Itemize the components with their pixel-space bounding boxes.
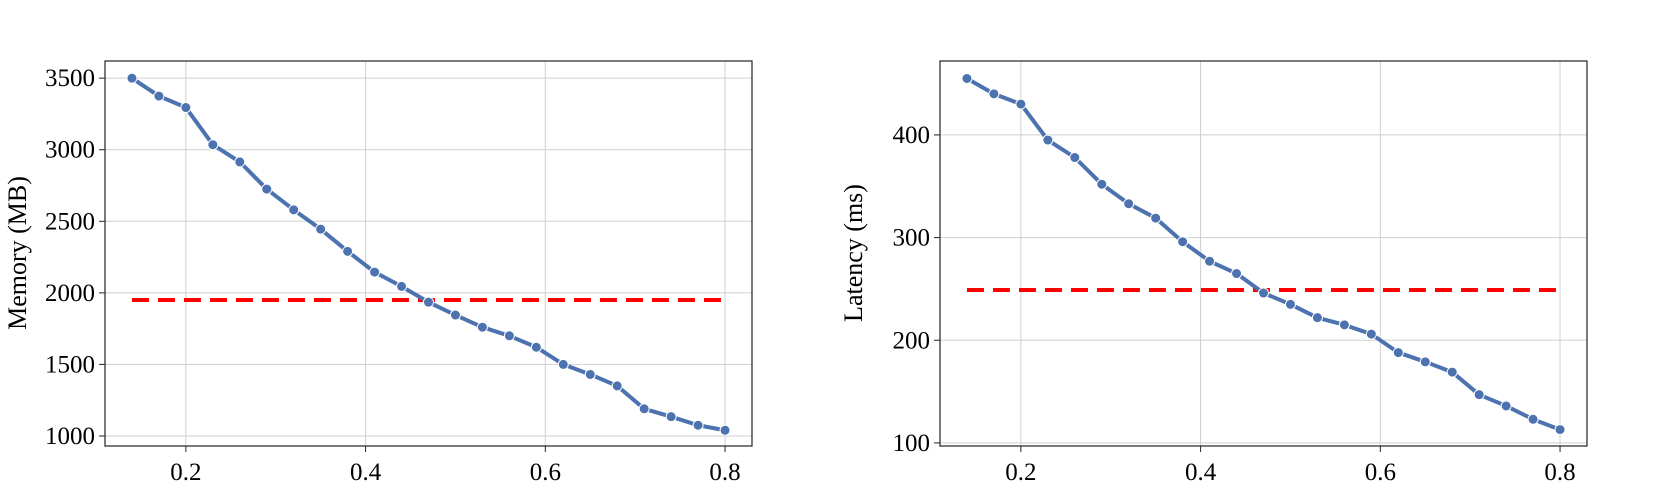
- data-point-latency-4: [1069, 152, 1081, 164]
- x-tick-label-memory-1: 0.4: [350, 459, 382, 486]
- y-tick-label-latency-1: 200: [893, 327, 931, 354]
- data-point-latency-1: [988, 88, 1000, 100]
- data-point-latency-5: [1096, 178, 1108, 190]
- data-point-latency-17: [1419, 356, 1431, 368]
- y-tick-label-memory-0: 1000: [45, 423, 95, 450]
- data-point-latency-15: [1365, 328, 1377, 340]
- data-point-memory-19: [638, 403, 650, 415]
- data-point-latency-3: [1042, 134, 1054, 146]
- data-point-memory-2: [180, 102, 192, 114]
- data-point-latency-22: [1554, 424, 1566, 436]
- data-point-latency-11: [1258, 287, 1269, 299]
- data-point-latency-7: [1150, 212, 1162, 224]
- y-axis-label-memory: Memory (MB): [3, 176, 32, 330]
- data-point-memory-21: [692, 419, 704, 431]
- x-tick-label-memory-3: 0.8: [709, 459, 740, 486]
- y-tick-label-memory-5: 3500: [45, 65, 95, 92]
- y-tick-label-latency-2: 300: [893, 225, 931, 252]
- data-point-memory-0: [126, 72, 138, 84]
- y-tick-label-memory-2: 2000: [45, 280, 95, 307]
- x-tick-label-latency-3: 0.8: [1544, 459, 1575, 486]
- data-point-latency-8: [1177, 236, 1189, 248]
- data-point-latency-10: [1231, 268, 1243, 280]
- plot-frame-memory: [104, 60, 753, 447]
- data-point-memory-13: [476, 321, 488, 333]
- data-point-memory-15: [530, 341, 542, 353]
- data-point-latency-2: [1015, 98, 1027, 110]
- data-point-memory-1: [153, 90, 165, 102]
- series-line-memory: [129, 76, 728, 433]
- data-point-latency-20: [1500, 400, 1512, 412]
- y-tick-label-memory-4: 3000: [45, 137, 95, 164]
- data-point-latency-21: [1527, 413, 1539, 425]
- x-tick-label-memory-0: 0.2: [170, 459, 201, 486]
- y-tick-label-memory-3: 2500: [45, 208, 95, 235]
- data-point-memory-17: [584, 368, 596, 380]
- data-point-memory-16: [557, 358, 569, 370]
- memory-chart: Memory (MB) 0.2 0.4 0.6 0.8 1000 1500 2000 2500…: [3, 60, 753, 486]
- x-tick-label-latency-0: 0.2: [1005, 459, 1036, 486]
- data-point-latency-13: [1311, 312, 1323, 324]
- series-line-latency: [964, 76, 1563, 432]
- data-point-latency-9: [1204, 255, 1216, 267]
- data-point-memory-6: [288, 204, 300, 216]
- data-point-memory-11: [423, 296, 434, 308]
- x-tick-label-latency-2: 0.6: [1365, 459, 1396, 486]
- x-tick-label-latency-1: 0.4: [1185, 459, 1217, 486]
- y-tick-label-latency-0: 100: [893, 430, 931, 457]
- data-point-latency-14: [1338, 319, 1350, 331]
- x-tick-label-memory-2: 0.6: [530, 459, 561, 486]
- data-point-latency-19: [1473, 389, 1485, 401]
- latency-chart: Latency (ms) 0.2 0.4 0.6 0.8 100 200 300 400: [839, 60, 1588, 486]
- data-point-memory-12: [449, 309, 461, 321]
- data-point-latency-16: [1392, 347, 1404, 359]
- y-tick-label-latency-3: 400: [893, 122, 931, 149]
- data-point-memory-10: [396, 280, 408, 292]
- data-point-memory-5: [261, 183, 273, 195]
- data-point-memory-20: [665, 411, 677, 423]
- data-point-memory-8: [342, 245, 354, 257]
- data-point-latency-18: [1446, 366, 1458, 378]
- data-point-latency-0: [961, 72, 973, 84]
- data-point-memory-14: [503, 330, 515, 342]
- data-point-memory-9: [369, 266, 381, 278]
- data-point-memory-22: [719, 424, 731, 436]
- plot-frame-latency: [939, 60, 1588, 447]
- data-point-memory-3: [207, 139, 219, 151]
- data-point-memory-7: [315, 223, 327, 235]
- data-point-memory-4: [234, 156, 246, 168]
- data-point-latency-6: [1123, 198, 1135, 210]
- data-point-latency-12: [1284, 298, 1296, 310]
- y-axis-label-latency: Latency (ms): [839, 184, 868, 322]
- y-tick-label-memory-1: 1500: [45, 351, 95, 378]
- data-point-memory-18: [611, 380, 623, 392]
